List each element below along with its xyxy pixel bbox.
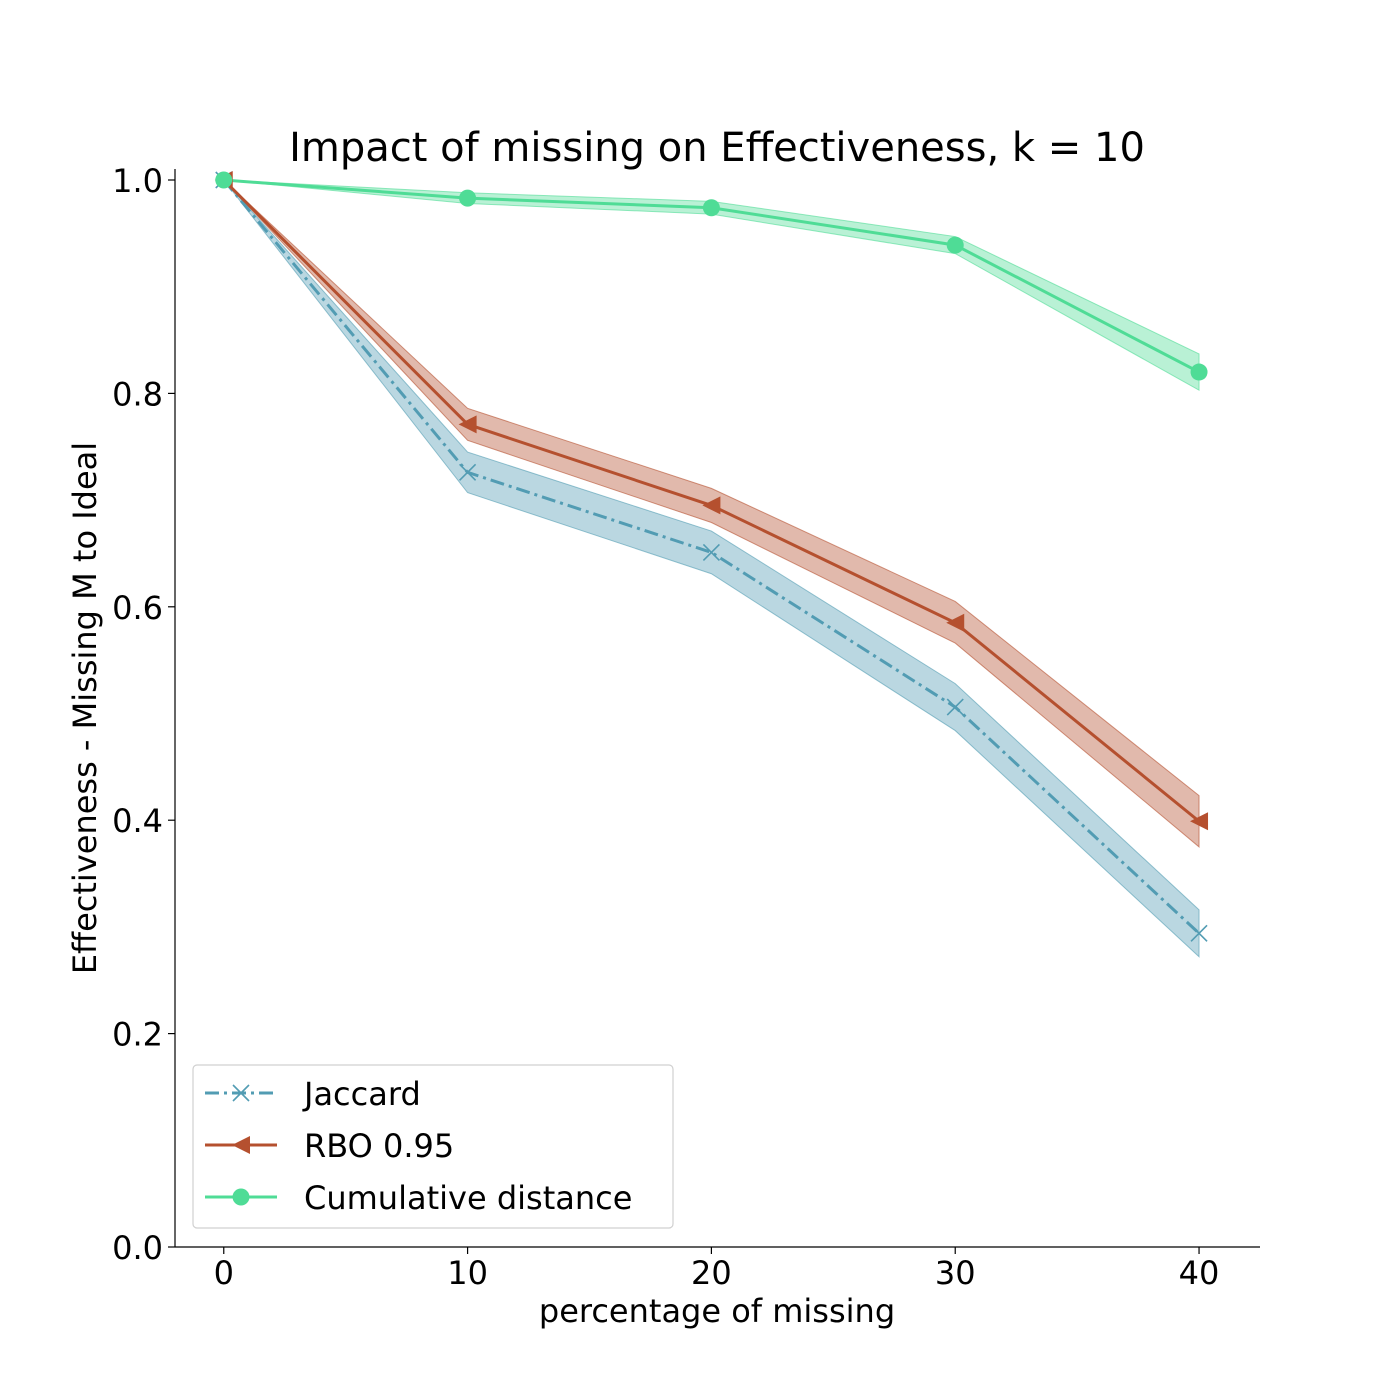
jaccard-point — [946, 698, 964, 716]
x-tick-label: 0 — [214, 1254, 234, 1292]
legend: Jaccard RBO 0.95 Cumulative distance — [192, 1064, 674, 1229]
cumulative-distance-point — [946, 236, 964, 254]
y-tick-label: 0.4 — [112, 802, 163, 840]
cumulative-distance-point — [215, 171, 233, 189]
legend-entry-cumulative-distance: Cumulative distance — [205, 1179, 632, 1217]
y-axis-ticks: 0.0 0.2 0.4 0.6 0.8 1.0 — [112, 162, 175, 1267]
legend-entry-rbo-0-95: RBO 0.95 — [205, 1127, 454, 1165]
jaccard-point — [459, 463, 477, 481]
legend-label: Jaccard — [302, 1075, 421, 1113]
cumulative-distance-point — [459, 189, 477, 207]
legend-label: Cumulative distance — [304, 1179, 632, 1217]
legend-marker-cumulative-distance — [232, 1188, 250, 1206]
cumulative-distance-point — [1190, 363, 1208, 381]
x-tick-label: 40 — [1179, 1254, 1220, 1292]
legend-entry-jaccard: Jaccard — [205, 1075, 421, 1113]
legend-label: RBO 0.95 — [304, 1127, 454, 1165]
jaccard-point — [1190, 924, 1208, 942]
legend-frame — [192, 1064, 674, 1229]
jaccard-line — [222, 179, 1201, 935]
rbo-0-95-confidence-band — [223, 179, 1200, 848]
jaccard-point — [702, 543, 720, 561]
x-tick-label: 20 — [691, 1254, 732, 1292]
x-axis-label: percentage of missing — [539, 1292, 895, 1330]
y-tick-label: 1.0 — [112, 162, 163, 200]
x-axis-ticks: 0 10 20 30 40 — [214, 1247, 1220, 1292]
rbo-0-95-point — [458, 415, 477, 434]
y-tick-label: 0.0 — [112, 1229, 163, 1267]
rbo-0-95-point — [946, 613, 965, 632]
rbo-0-95-point — [702, 496, 721, 515]
y-tick-label: 0.6 — [112, 589, 163, 627]
x-tick-label: 30 — [935, 1254, 976, 1292]
series-markers — [214, 171, 1209, 942]
cumulative-distance-point — [702, 199, 720, 217]
rbo-0-95-point — [1190, 812, 1209, 831]
y-tick-label: 0.8 — [112, 375, 163, 413]
legend-marker-jaccard — [232, 1084, 250, 1102]
y-axis-label: Effectiveness - Missing M to Ideal — [66, 442, 104, 974]
x-tick-label: 10 — [447, 1254, 488, 1292]
y-tick-label: 0.2 — [112, 1016, 163, 1054]
legend-marker-rbo-0-95 — [232, 1136, 250, 1154]
chart-title: Impact of missing on Effectiveness, k = … — [289, 125, 1145, 171]
